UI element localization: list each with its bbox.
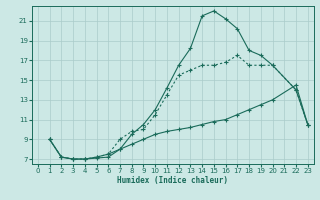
X-axis label: Humidex (Indice chaleur): Humidex (Indice chaleur) (117, 176, 228, 185)
